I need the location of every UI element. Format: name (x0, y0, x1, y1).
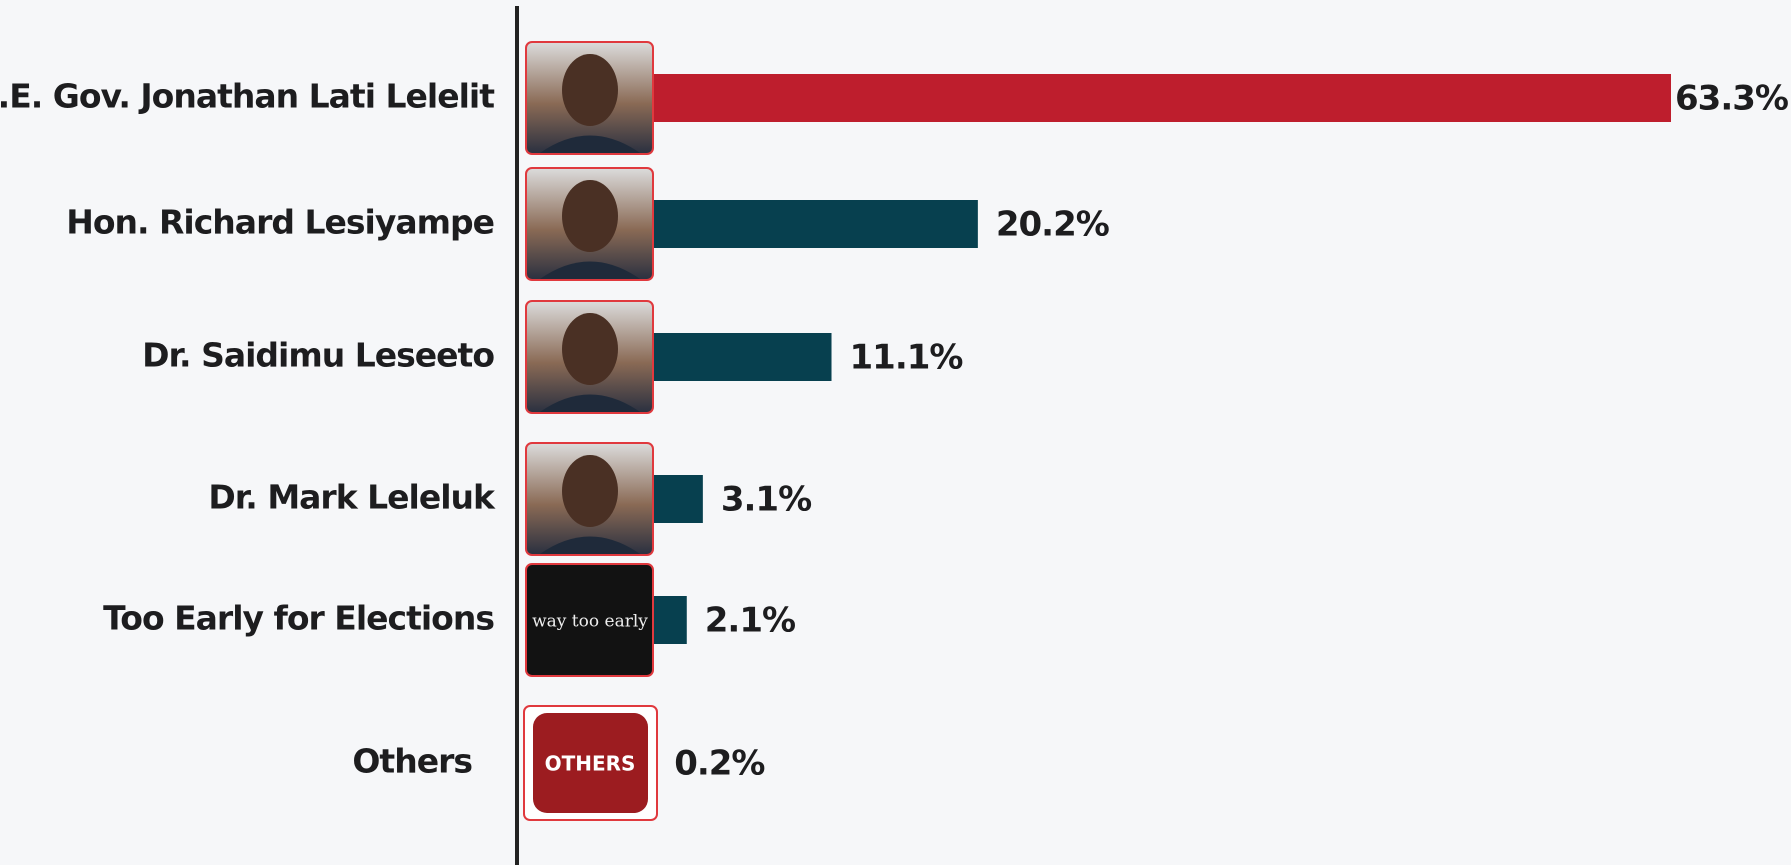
photo (525, 300, 654, 414)
photo-head (562, 54, 618, 126)
value-label: 11.1% (850, 338, 963, 378)
bar (653, 333, 832, 381)
bar (653, 200, 978, 248)
photo-text: way too early (532, 612, 648, 632)
photo-body (540, 135, 640, 153)
photo-body (540, 261, 640, 279)
photo (525, 167, 654, 281)
photo: way too early (525, 563, 654, 677)
category-label: Too Early for Elections (103, 599, 494, 638)
bar (653, 74, 1671, 122)
photo-body (540, 394, 640, 412)
photo-head (562, 455, 618, 527)
photo-text: OTHERS (545, 752, 636, 776)
photo: OTHERS (523, 705, 658, 821)
category-label: Others (352, 742, 472, 781)
value-label: 20.2% (996, 205, 1109, 245)
photo-frame (525, 563, 654, 677)
category-label: Dr. Mark Leleluk (208, 478, 496, 517)
category-label: H.E. Gov. Jonathan Lati Lelelit (0, 77, 495, 116)
photo-head (562, 313, 618, 385)
photo (525, 442, 654, 556)
category-label: Dr. Saidimu Leseeto (142, 336, 494, 375)
value-label: 0.2% (674, 744, 764, 784)
category-label: Hon. Richard Lesiyampe (66, 203, 494, 242)
photo-bg (533, 713, 648, 813)
bar (653, 475, 703, 523)
photo-head (562, 180, 618, 252)
value-label: 63.3% (1675, 79, 1788, 119)
value-label: 3.1% (721, 480, 811, 520)
photo-body (540, 536, 640, 554)
photo (525, 41, 654, 155)
bar (653, 596, 687, 644)
value-label: 2.1% (705, 601, 795, 641)
